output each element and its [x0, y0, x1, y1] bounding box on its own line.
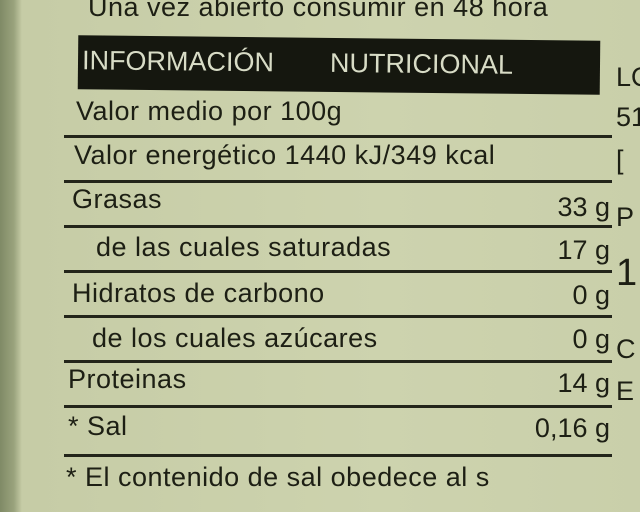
nutrient-value: 0,16 g	[534, 413, 610, 443]
nutrient-value: 0 g	[572, 324, 610, 354]
nutrient-label: de los cuales azúcares	[92, 323, 378, 353]
nutrient-value: 14 g	[557, 368, 610, 398]
nutrient-value: 33 g	[557, 192, 610, 222]
cropped-text: C	[616, 334, 636, 364]
footnote: * El contenido de sal obedece al s	[66, 462, 490, 492]
row-divider	[64, 454, 612, 457]
cropped-text: [	[616, 145, 624, 175]
energy-label: Valor energético 1440 kJ/349 kcal	[74, 140, 496, 170]
cropped-text: 1	[616, 252, 638, 294]
nutrient-label: Hidratos de carbono	[72, 278, 325, 308]
table-title: INFORMACIÓN NUTRICIONAL	[77, 35, 601, 95]
table-title-part: INFORMACIÓN	[81, 45, 275, 78]
nutrient-label: de las cuales saturadas	[96, 232, 392, 262]
row-divider	[64, 225, 612, 228]
nutrient-label: * Sal	[68, 411, 128, 441]
table-title-part: NUTRICIONAL	[329, 47, 514, 80]
row-divider	[64, 270, 612, 273]
nutrient-value: 17 g	[557, 235, 610, 265]
cropped-text: E	[616, 376, 635, 406]
cropped-text: 51	[616, 102, 640, 132]
row-divider	[64, 405, 612, 408]
storage-instruction: Una vez abierto consumir en 48 hora	[88, 0, 549, 22]
row-divider	[64, 135, 612, 138]
nutrient-value: 0 g	[572, 280, 610, 310]
cropped-text: P	[616, 202, 635, 232]
row-divider	[64, 360, 612, 363]
nutrient-label: Proteinas	[68, 364, 187, 394]
cropped-text: LO	[616, 62, 640, 92]
nutrient-label: Grasas	[72, 184, 163, 214]
row-divider	[64, 180, 612, 183]
basis-label: Valor medio por 100g	[76, 96, 343, 126]
row-divider	[64, 315, 612, 318]
